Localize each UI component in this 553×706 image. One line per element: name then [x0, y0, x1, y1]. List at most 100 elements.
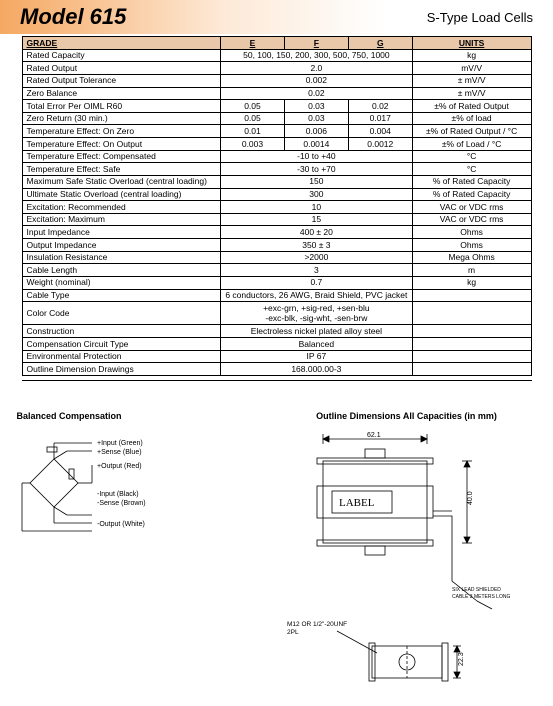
compensation-section: Balanced Compensation +Input (Green) +Se… [17, 411, 257, 706]
row-label: Weight (nominal) [22, 276, 221, 289]
table-row: Temperature Effect: On Zero0.010.0060.00… [22, 125, 531, 138]
model-title: Model 615 [20, 4, 126, 30]
cable-note1: SIX LEAD SHIELDED [452, 587, 501, 593]
table-row: Cable Type6 conductors, 26 AWG, Braid Sh… [22, 289, 531, 302]
row-units: °C [412, 163, 531, 176]
table-row: Total Error Per OIML R600.050.030.02±% o… [22, 100, 531, 113]
table-row: Insulation Resistance>2000Mega Ohms [22, 251, 531, 264]
row-value-span: Electroless nickel plated alloy steel [221, 325, 413, 338]
row-units: VAC or VDC rms [412, 213, 531, 226]
table-row: Excitation: Maximum15VAC or VDC rms [22, 213, 531, 226]
row-label: Total Error Per OIML R60 [22, 100, 221, 113]
wire-label: -Input (Black) [97, 491, 139, 498]
table-row: ConstructionElectroless nickel plated al… [22, 325, 531, 338]
label-box-text: LABEL [339, 497, 375, 509]
row-label: Excitation: Recommended [22, 201, 221, 214]
table-row: Rated Output2.0mV/V [22, 62, 531, 75]
row-value-e: 0.05 [221, 100, 285, 113]
table-row: Temperature Effect: Compensated-10 to +4… [22, 150, 531, 163]
row-label: Cable Length [22, 264, 221, 277]
row-value-g: 0.017 [348, 112, 412, 125]
outline-drawing: 62.1 40.0 22.3 LABEL M12 OR 1/2"-20UNF 2… [277, 431, 537, 701]
table-row: Excitation: Recommended10VAC or VDC rms [22, 201, 531, 214]
lower-section: Balanced Compensation +Input (Green) +Se… [17, 411, 537, 706]
row-units: ±% of Load / °C [412, 138, 531, 151]
row-units: ±% of Rated Output [412, 100, 531, 113]
row-label: Construction [22, 325, 221, 338]
col-grade: GRADE [22, 37, 221, 50]
wire-label: +Output (Red) [97, 463, 142, 470]
row-label: Zero Balance [22, 87, 221, 100]
row-value-g: 0.02 [348, 100, 412, 113]
row-units: Ohms [412, 239, 531, 252]
row-label: Output Impedance [22, 239, 221, 252]
table-row: Temperature Effect: Safe-30 to +70°C [22, 163, 531, 176]
row-value-f: 0.0014 [284, 138, 348, 151]
wire-label: -Output (White) [97, 521, 145, 528]
row-label: Outline Dimension Drawings [22, 363, 221, 376]
row-units: ± mV/V [412, 87, 531, 100]
row-value-span: 2.0 [221, 62, 413, 75]
row-value-g: 0.0012 [348, 138, 412, 151]
thread-note2: 2PL [287, 629, 299, 636]
table-row: Temperature Effect: On Output0.0030.0014… [22, 138, 531, 151]
table-row: Compensation Circuit TypeBalanced [22, 338, 531, 351]
row-label: Rated Capacity [22, 49, 221, 62]
table-header-row: GRADE E F G UNITS [22, 37, 531, 50]
thread-note: M12 OR 1/2"-20UNF [287, 621, 347, 628]
row-value-span: 15 [221, 213, 413, 226]
row-value-span: 150 [221, 175, 413, 188]
wire-label: +Input (Green) [97, 440, 143, 447]
table-row: Input Impedance400 ± 20Ohms [22, 226, 531, 239]
row-units: kg [412, 276, 531, 289]
row-value-span: +exc-grn, +sig-red, +sen-blu -exc-blk, -… [221, 302, 413, 325]
row-label: Input Impedance [22, 226, 221, 239]
wire-label: -Sense (Brown) [97, 500, 146, 507]
spec-table: GRADE E F G UNITS Rated Capacity50, 100,… [22, 36, 532, 376]
row-units: °C [412, 150, 531, 163]
row-value-span: IP 67 [221, 350, 413, 363]
row-units: % of Rated Capacity [412, 188, 531, 201]
table-row: Weight (nominal)0.7kg [22, 276, 531, 289]
row-value-span: 10 [221, 201, 413, 214]
dim-width: 62.1 [367, 432, 381, 439]
row-value-e: 0.003 [221, 138, 285, 151]
row-label: Temperature Effect: On Output [22, 138, 221, 151]
table-row: Output Impedance350 ± 3Ohms [22, 239, 531, 252]
row-value-e: 0.05 [221, 112, 285, 125]
table-row: Maximum Safe Static Overload (central lo… [22, 175, 531, 188]
row-value-span: >2000 [221, 251, 413, 264]
cable-note2: CABLE 3 METERS LONG [452, 594, 510, 600]
table-row: Cable Length3m [22, 264, 531, 277]
row-units: ± mV/V [412, 74, 531, 87]
row-units: m [412, 264, 531, 277]
col-e: E [221, 37, 285, 50]
col-units: UNITS [412, 37, 531, 50]
outline-section: Outline Dimensions All Capacities (in mm… [277, 411, 537, 706]
table-row: Ultimate Static Overload (central loadin… [22, 188, 531, 201]
row-value-span: 0.002 [221, 74, 413, 87]
row-units: VAC or VDC rms [412, 201, 531, 214]
row-units [412, 289, 531, 302]
row-units: Mega Ohms [412, 251, 531, 264]
row-value-span: 350 ± 3 [221, 239, 413, 252]
row-value-span: 3 [221, 264, 413, 277]
row-units: % of Rated Capacity [412, 175, 531, 188]
row-units: kg [412, 49, 531, 62]
row-label: Environmental Protection [22, 350, 221, 363]
row-value-span: -10 to +40 [221, 150, 413, 163]
row-label: Cable Type [22, 289, 221, 302]
row-value-f: 0.03 [284, 112, 348, 125]
table-row: Zero Return (30 min.)0.050.030.017±% of … [22, 112, 531, 125]
row-units [412, 338, 531, 351]
table-row: Outline Dimension Drawings168.000.00-3 [22, 363, 531, 376]
row-value-span: 400 ± 20 [221, 226, 413, 239]
row-label: Compensation Circuit Type [22, 338, 221, 351]
col-f: F [284, 37, 348, 50]
table-row: Color Code+exc-grn, +sig-red, +sen-blu -… [22, 302, 531, 325]
table-row: Zero Balance0.02± mV/V [22, 87, 531, 100]
row-value-span: Balanced [221, 338, 413, 351]
row-value-span: -30 to +70 [221, 163, 413, 176]
row-value-span: 6 conductors, 26 AWG, Braid Shield, PVC … [221, 289, 413, 302]
dim-height: 40.0 [467, 491, 474, 505]
